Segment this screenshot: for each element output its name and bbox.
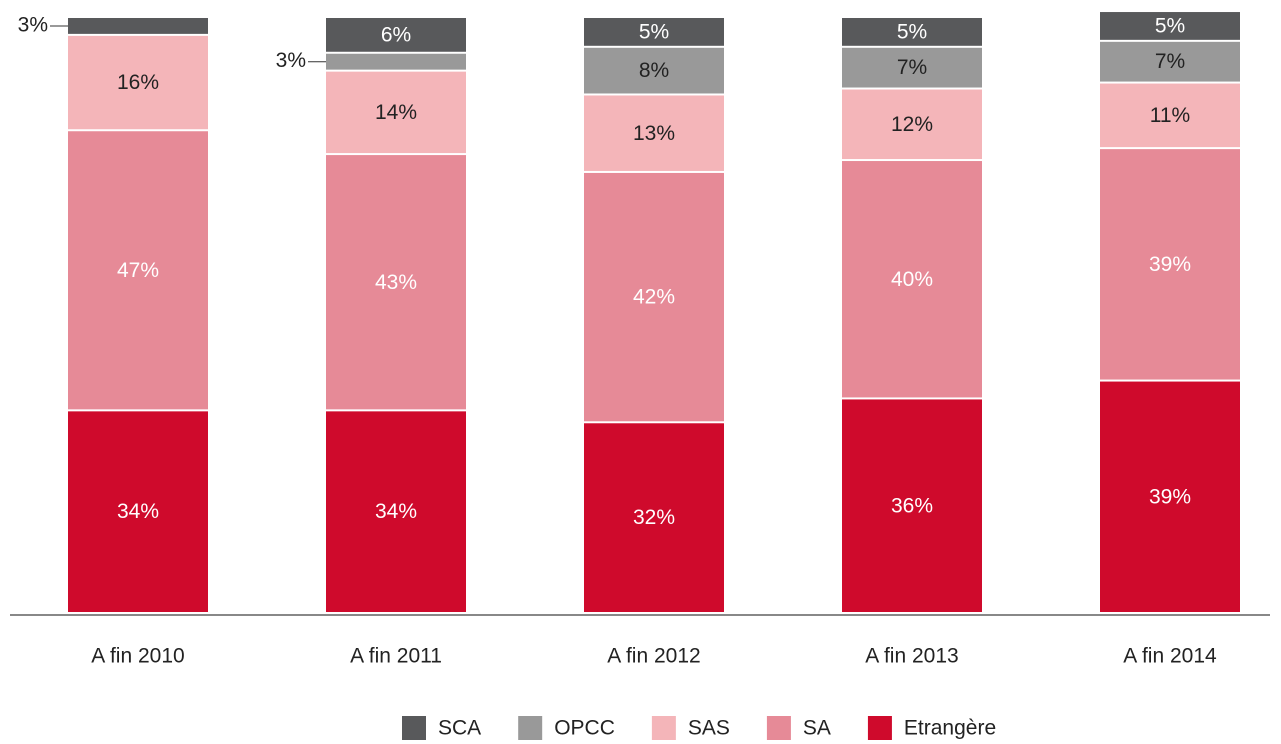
value-label: 12%: [891, 113, 933, 136]
value-label: 6%: [381, 23, 411, 46]
value-label: 47%: [117, 259, 159, 282]
value-label: 16%: [117, 71, 159, 94]
bar-segment: [68, 131, 208, 410]
value-label: 7%: [897, 56, 927, 79]
bar-segment: [842, 399, 982, 612]
legend-label: Etrangère: [904, 717, 996, 740]
bar-segment: [326, 71, 466, 154]
bar-segment: [1100, 381, 1240, 612]
legend-label: SCA: [438, 717, 481, 740]
bar-segment: [842, 47, 982, 88]
legend-label: SAS: [688, 717, 730, 740]
x-tick-label: A fin 2010: [91, 645, 184, 668]
legend-swatch: [867, 716, 892, 740]
value-label: 39%: [1149, 485, 1191, 508]
value-label: 5%: [1155, 14, 1185, 37]
bar-segment: [1100, 41, 1240, 82]
value-label: 13%: [633, 122, 675, 145]
value-label: 36%: [891, 494, 933, 517]
value-label: 7%: [1155, 50, 1185, 73]
legend-swatch: [651, 716, 676, 740]
value-label: 34%: [117, 500, 159, 523]
bar-segment: [842, 161, 982, 398]
value-label: 39%: [1149, 253, 1191, 276]
value-label: 14%: [375, 101, 417, 124]
bar-segment: [326, 155, 466, 410]
x-tick-label: A fin 2012: [607, 645, 700, 668]
bar-segment: [842, 89, 982, 160]
bar-segment: [326, 53, 466, 70]
bar-segment: [584, 172, 724, 422]
value-label: 3%: [276, 49, 306, 72]
bar-segment: [584, 18, 724, 46]
value-label: 5%: [639, 20, 669, 43]
value-label: 34%: [375, 500, 417, 523]
bar-segment: [584, 423, 724, 612]
value-label: 32%: [633, 506, 675, 529]
legend-swatch: [518, 716, 543, 740]
legend-label: OPCC: [554, 717, 615, 740]
x-tick-label: A fin 2013: [865, 645, 958, 668]
bar-segment: [584, 95, 724, 171]
value-label: 5%: [897, 20, 927, 43]
value-label: 8%: [639, 59, 669, 82]
bar-segment: [1100, 83, 1240, 148]
legend-swatch: [402, 716, 426, 740]
x-tick-label: A fin 2011: [350, 645, 442, 668]
bar-segment: [1100, 12, 1240, 40]
value-label: 40%: [891, 268, 933, 291]
value-label: 11%: [1150, 104, 1190, 127]
bar-segment: [68, 35, 208, 130]
bar-segment: [326, 18, 466, 52]
bar-segment: [68, 18, 208, 34]
x-tick-label: A fin 2014: [1123, 645, 1217, 668]
legend-swatch: [766, 716, 791, 740]
bar-segment: [1100, 149, 1240, 380]
value-label: 3%: [18, 13, 48, 36]
bar-segment: [584, 47, 724, 94]
value-label: 42%: [633, 286, 675, 309]
bar-segment: [842, 18, 982, 46]
value-label: 43%: [375, 271, 417, 294]
bar-segment: [326, 411, 466, 612]
legend-label: SA: [803, 717, 831, 740]
bar-segment: [68, 411, 208, 612]
